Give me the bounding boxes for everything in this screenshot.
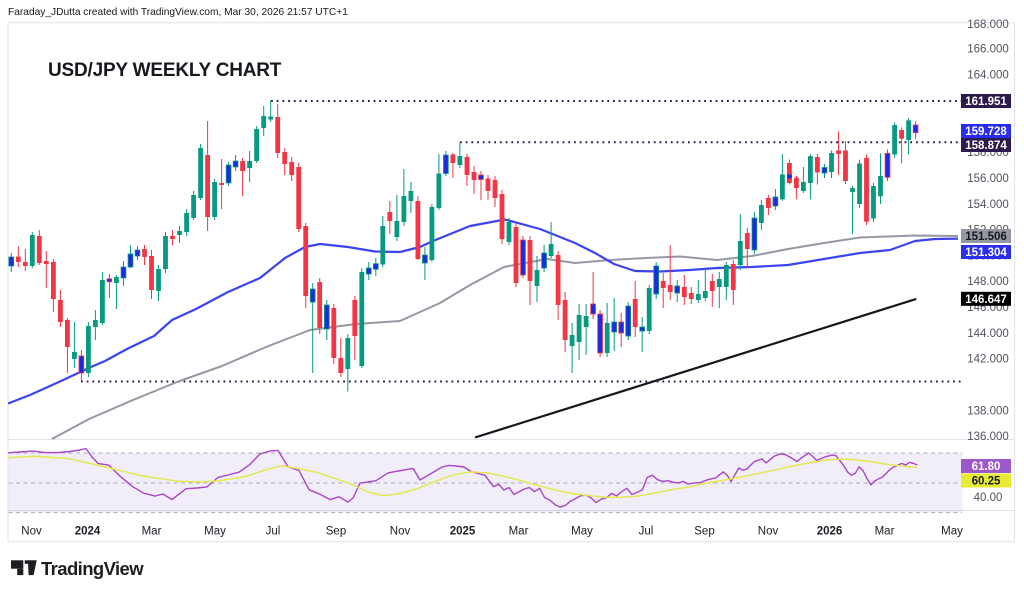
- svg-text:Jul: Jul: [266, 526, 281, 538]
- svg-text:151.304: 151.304: [965, 247, 1007, 259]
- svg-text:164.000: 164.000: [967, 70, 1009, 82]
- svg-text:Nov: Nov: [390, 526, 411, 538]
- svg-text:May: May: [571, 526, 593, 538]
- svg-text:144.000: 144.000: [967, 328, 1009, 340]
- svg-text:2025: 2025: [450, 526, 476, 538]
- svg-text:40.00: 40.00: [974, 492, 1003, 504]
- svg-text:142.000: 142.000: [967, 354, 1009, 366]
- svg-text:168.000: 168.000: [967, 19, 1009, 31]
- svg-text:151.506: 151.506: [965, 231, 1007, 243]
- svg-text:148.000: 148.000: [967, 276, 1009, 288]
- svg-text:138.000: 138.000: [967, 405, 1009, 417]
- svg-text:136.000: 136.000: [967, 431, 1009, 443]
- svg-text:158.874: 158.874: [965, 140, 1007, 152]
- svg-text:156.000: 156.000: [967, 173, 1009, 185]
- svg-text:159.728: 159.728: [965, 126, 1007, 138]
- svg-text:Mar: Mar: [509, 526, 529, 538]
- svg-text:146.647: 146.647: [965, 294, 1007, 306]
- svg-text:Nov: Nov: [758, 526, 779, 538]
- svg-text:161.951: 161.951: [965, 96, 1007, 108]
- svg-text:154.000: 154.000: [967, 199, 1009, 211]
- svg-text:May: May: [941, 526, 963, 538]
- svg-text:Nov: Nov: [21, 526, 42, 538]
- svg-text:Sep: Sep: [694, 526, 714, 538]
- svg-text:Jul: Jul: [639, 526, 654, 538]
- svg-text:2024: 2024: [75, 526, 101, 538]
- svg-text:60.25: 60.25: [972, 476, 1001, 488]
- svg-text:Sep: Sep: [326, 526, 346, 538]
- svg-text:May: May: [204, 526, 226, 538]
- svg-text:61.80: 61.80: [972, 461, 1001, 473]
- svg-text:166.000: 166.000: [967, 44, 1009, 56]
- svg-text:Mar: Mar: [875, 526, 895, 538]
- svg-text:2026: 2026: [817, 526, 843, 538]
- svg-text:Mar: Mar: [142, 526, 162, 538]
